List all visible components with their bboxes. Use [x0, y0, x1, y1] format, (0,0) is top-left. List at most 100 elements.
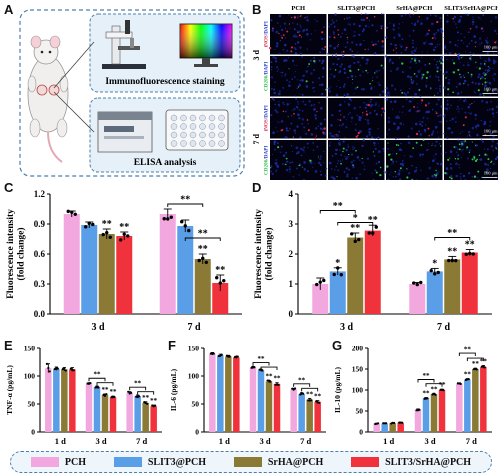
panel-label-g: G	[332, 338, 343, 353]
data-point	[84, 225, 88, 229]
significance-label: *	[335, 258, 340, 269]
bar	[150, 406, 157, 432]
y-tick-label: 1	[289, 279, 294, 289]
micrograph-tile: 100 μm	[444, 139, 498, 180]
significance-label: *	[432, 258, 437, 269]
significance-bracket	[88, 377, 106, 382]
data-point	[87, 221, 91, 226]
significance-label: **	[447, 246, 457, 257]
row-label: CD206/DAPI	[264, 146, 270, 175]
data-point	[357, 237, 361, 242]
group-label: 3 d	[252, 49, 261, 60]
x-tick-label: 1 d	[383, 436, 394, 446]
data-point	[429, 268, 433, 273]
legend-label: PCH	[64, 456, 87, 468]
data-point	[436, 270, 440, 275]
data-point	[419, 280, 423, 285]
bar	[329, 271, 346, 314]
data-point	[48, 370, 51, 373]
legend: PCH SLIT3@PCH SrHA@PCH SLIT3/SrHA@PCH	[10, 451, 492, 473]
data-point	[47, 366, 50, 370]
bracket-label: **	[447, 228, 457, 239]
bar	[414, 409, 422, 432]
y-tick-label: 0.9	[34, 219, 46, 229]
group-label: 7 d	[252, 133, 261, 144]
column-header: PCH	[291, 5, 305, 12]
significance-bracket	[293, 383, 311, 387]
bar	[217, 355, 224, 432]
bracket-label: *	[353, 213, 358, 224]
bar	[98, 234, 115, 314]
y-tick-label: 0.3	[34, 279, 46, 289]
y-axis-label: TNF-α (pg/mL)	[5, 365, 14, 415]
data-point	[336, 266, 340, 270]
micrograph-tile	[268, 14, 327, 56]
data-point	[418, 408, 421, 411]
significance-bracket	[417, 379, 435, 383]
mouse-illustration	[27, 35, 69, 163]
panel-label-d: D	[252, 180, 262, 195]
bar	[298, 393, 305, 432]
micrograph-tile	[270, 55, 327, 97]
data-point	[101, 232, 105, 237]
bar	[461, 252, 478, 314]
data-point	[433, 272, 437, 276]
bar	[364, 230, 381, 314]
micrograph-tile: 100 μm	[443, 97, 498, 140]
data-point	[415, 282, 419, 287]
row-label: CD206/DAPI	[264, 62, 270, 91]
bracket-label: **	[198, 229, 208, 240]
bar	[134, 396, 141, 432]
microscope-icon	[102, 20, 146, 69]
monitor-icon	[179, 23, 233, 67]
row-label: iNOS/DAPI	[264, 21, 270, 47]
data-point	[129, 391, 133, 394]
x-tick-label: 7 d	[187, 322, 201, 333]
scale-bar-label: 100 μm	[484, 171, 498, 176]
y-tick-label: 3	[289, 219, 294, 229]
legend-swatch	[351, 457, 380, 467]
data-point	[400, 421, 404, 424]
significance-label: **	[102, 219, 112, 230]
data-point	[108, 235, 112, 240]
bar	[209, 353, 216, 432]
bar	[438, 390, 446, 432]
micrograph-tile	[327, 13, 385, 56]
significance-label: **	[472, 360, 480, 368]
chart-d: 0 1 2 3 4 Fluorescence intensity(fold change)…	[254, 190, 492, 333]
bracket-label: **	[464, 346, 472, 354]
y-tick-label: 150	[188, 346, 200, 353]
y-axis-label: IL-10 (pg/mL)	[333, 366, 342, 413]
y-axis-label: IL-6 (pg/mL)	[169, 368, 178, 411]
significance-bracket	[301, 387, 319, 392]
significance-bracket	[319, 210, 356, 214]
bar	[312, 284, 329, 314]
data-point	[384, 422, 388, 425]
data-point	[367, 231, 371, 235]
significance-label: **	[274, 375, 282, 383]
significance-label: **	[480, 358, 488, 366]
microscopy-grid: PCH SLIT3@PCH SrHA@PCH SLIT3/SrHA@PCH 3 d 7 d…	[252, 5, 498, 180]
data-point	[222, 279, 226, 283]
x-tick-label: 7 d	[300, 436, 311, 446]
y-tick-label: 150	[24, 346, 36, 353]
bracket-label: **	[94, 371, 102, 379]
micrograph-tile: 100 μm	[443, 55, 498, 97]
bar	[290, 389, 297, 432]
row-label: iNOS/DAPI	[264, 105, 270, 131]
bar	[81, 225, 98, 314]
data-point	[204, 260, 208, 265]
bar	[249, 367, 257, 432]
bar	[53, 368, 60, 432]
micrograph-tile	[327, 55, 385, 98]
legend-item: SLIT3@PCH	[113, 457, 206, 468]
significance-label: **	[431, 385, 439, 393]
data-point	[475, 368, 478, 371]
y-tick-label: 0	[195, 428, 199, 437]
data-point	[64, 369, 67, 372]
x-tick-label: 7 d	[136, 436, 147, 446]
significance-label: **	[465, 240, 475, 251]
x-tick-label: 3 d	[95, 436, 106, 446]
data-point	[299, 393, 302, 396]
significance-bracket	[337, 222, 374, 226]
